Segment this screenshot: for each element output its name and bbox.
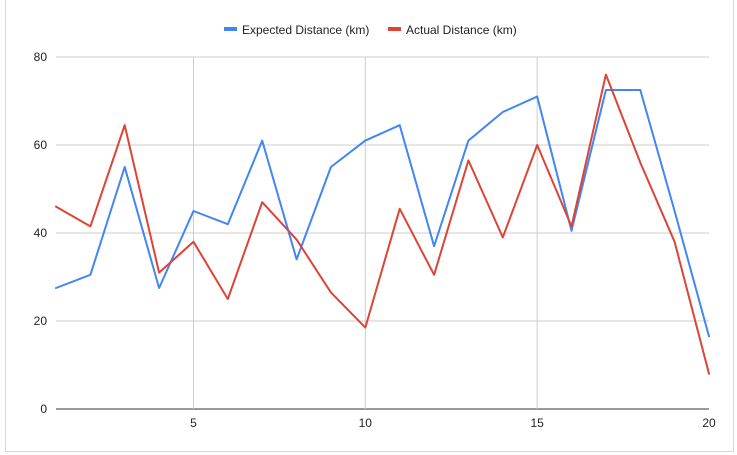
legend-label-actual: Actual Distance (km) [406,23,517,37]
x-axis-ticks: 5 10 15 20 [190,416,716,430]
y-tick-label: 0 [40,402,47,416]
series-line-expected [55,89,710,338]
x-tick-label: 15 [530,416,544,430]
series-lines [55,73,710,375]
y-tick-label: 60 [34,138,48,152]
legend-swatch-expected [224,27,237,31]
legend-label-expected: Expected Distance (km) [242,23,369,37]
y-tick-label: 80 [34,50,48,64]
legend: Expected Distance (km) Actual Distance (… [224,23,517,37]
line-chart: Expected Distance (km) Actual Distance (… [34,23,716,430]
x-tick-label: 20 [702,416,716,430]
grid [56,56,709,410]
chart-frame: Expected Distance (km) Actual Distance (… [5,0,734,452]
legend-swatch-actual [388,27,401,31]
x-tick-label: 10 [359,416,373,430]
y-tick-label: 20 [34,314,48,328]
x-tick-label: 5 [190,416,197,430]
series-line-actual [55,73,710,375]
y-axis-ticks: 0 20 40 60 80 [34,50,48,416]
y-tick-label: 40 [34,226,48,240]
